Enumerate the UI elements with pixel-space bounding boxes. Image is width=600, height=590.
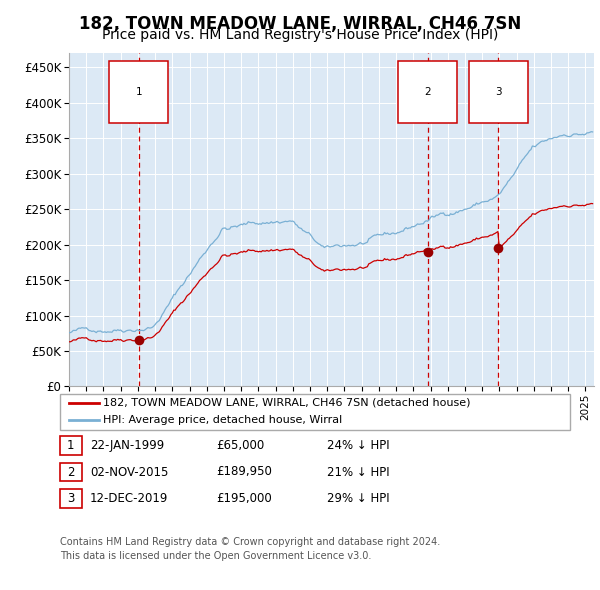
Text: 3: 3	[67, 492, 74, 505]
Text: 182, TOWN MEADOW LANE, WIRRAL, CH46 7SN (detached house): 182, TOWN MEADOW LANE, WIRRAL, CH46 7SN …	[103, 398, 471, 408]
Text: 2: 2	[67, 466, 74, 478]
Text: 3: 3	[495, 87, 502, 97]
Text: 29% ↓ HPI: 29% ↓ HPI	[327, 492, 389, 505]
Text: 1: 1	[67, 439, 74, 452]
Text: Price paid vs. HM Land Registry's House Price Index (HPI): Price paid vs. HM Land Registry's House …	[102, 28, 498, 42]
Text: £195,000: £195,000	[216, 492, 272, 505]
Text: 02-NOV-2015: 02-NOV-2015	[90, 466, 169, 478]
Text: £189,950: £189,950	[216, 466, 272, 478]
Text: 21% ↓ HPI: 21% ↓ HPI	[327, 466, 389, 478]
Text: HPI: Average price, detached house, Wirral: HPI: Average price, detached house, Wirr…	[103, 415, 343, 425]
Text: Contains HM Land Registry data © Crown copyright and database right 2024.
This d: Contains HM Land Registry data © Crown c…	[60, 537, 440, 561]
Text: 182, TOWN MEADOW LANE, WIRRAL, CH46 7SN: 182, TOWN MEADOW LANE, WIRRAL, CH46 7SN	[79, 15, 521, 33]
Text: 12-DEC-2019: 12-DEC-2019	[90, 492, 169, 505]
Text: 1: 1	[136, 87, 142, 97]
Text: 2: 2	[424, 87, 431, 97]
Text: 24% ↓ HPI: 24% ↓ HPI	[327, 439, 389, 452]
Text: 22-JAN-1999: 22-JAN-1999	[90, 439, 164, 452]
Text: £65,000: £65,000	[216, 439, 264, 452]
